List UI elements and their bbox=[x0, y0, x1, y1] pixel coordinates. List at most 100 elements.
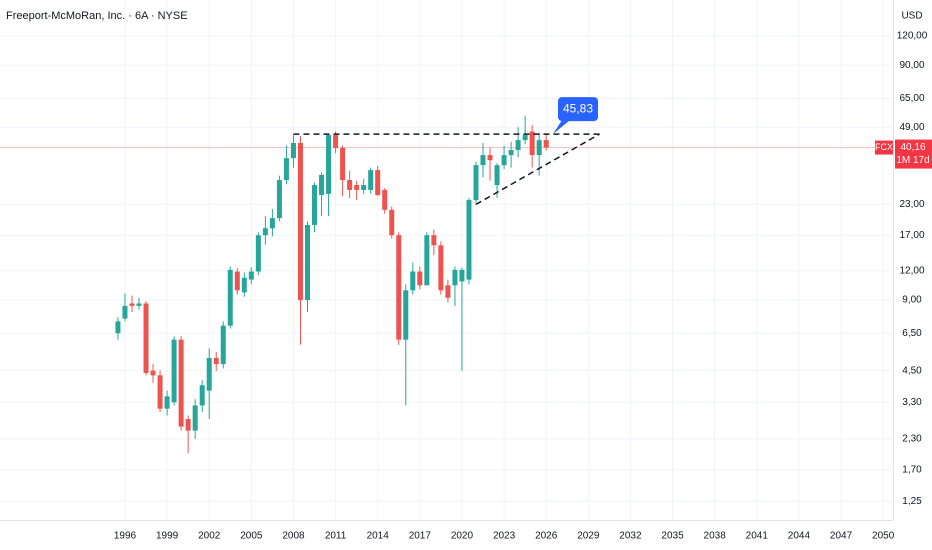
candle-body bbox=[494, 165, 500, 186]
x-tick-label: 2029 bbox=[577, 531, 600, 542]
candle-body bbox=[213, 357, 219, 365]
x-tick-label: 2032 bbox=[619, 531, 642, 542]
x-tick-label: 2041 bbox=[746, 531, 769, 542]
candle-body bbox=[438, 245, 444, 291]
candle-body bbox=[290, 142, 296, 159]
candle-body bbox=[255, 235, 261, 272]
chart-title: Freeport-McMoRan, Inc. · 6A · NYSE bbox=[6, 10, 188, 22]
candle-body bbox=[431, 235, 437, 246]
y-tick-label: 6,50 bbox=[902, 328, 922, 339]
x-tick-label: 2005 bbox=[240, 531, 263, 542]
candle-body bbox=[122, 305, 128, 319]
candle-body bbox=[487, 155, 493, 161]
x-tick-label: 2044 bbox=[788, 531, 811, 542]
candle-body bbox=[136, 303, 142, 306]
x-tick-label: 2008 bbox=[282, 531, 305, 542]
candle-body bbox=[480, 155, 486, 166]
y-tick-label: 17,00 bbox=[899, 230, 924, 241]
candle-body bbox=[347, 180, 353, 190]
x-tick-label: 2026 bbox=[535, 531, 558, 542]
candle-body bbox=[368, 170, 374, 190]
candle-body bbox=[185, 419, 191, 431]
y-tick-label: 1,25 bbox=[902, 496, 922, 507]
last-price-box bbox=[895, 139, 932, 169]
candle-body bbox=[536, 140, 542, 156]
candle-body bbox=[417, 271, 423, 286]
y-tick-label: 1,70 bbox=[902, 465, 922, 476]
candle-body bbox=[115, 321, 121, 334]
x-tick-label: 2035 bbox=[661, 531, 684, 542]
y-tick-label: 90,00 bbox=[899, 60, 924, 71]
y-tick-label: 9,00 bbox=[902, 295, 922, 306]
candle-body bbox=[171, 339, 177, 403]
symbol-tag bbox=[875, 140, 893, 155]
callout-box bbox=[558, 97, 598, 122]
candle-body bbox=[515, 140, 521, 151]
x-tick-label: 2023 bbox=[493, 531, 516, 542]
candle-body bbox=[227, 269, 233, 326]
candle-body bbox=[192, 405, 198, 431]
x-tick-label: 2047 bbox=[830, 531, 853, 542]
y-tick-label: 12,00 bbox=[899, 265, 924, 276]
x-tick-label: 2017 bbox=[409, 531, 432, 542]
candle-body bbox=[283, 158, 289, 181]
candle-body bbox=[248, 271, 254, 280]
candle-body bbox=[466, 200, 472, 280]
candle-body bbox=[150, 370, 156, 376]
candle-body bbox=[333, 135, 339, 148]
candle-body bbox=[164, 396, 170, 409]
countdown-label: 1M 17d bbox=[896, 155, 929, 166]
candle-body bbox=[382, 189, 388, 210]
x-tick-label: 1996 bbox=[114, 531, 137, 542]
candle-body bbox=[375, 170, 381, 196]
candle-body bbox=[220, 325, 226, 365]
candle-body bbox=[312, 185, 318, 225]
candle-body bbox=[522, 135, 528, 141]
candle-body bbox=[319, 174, 325, 196]
y-tick-label: 120,00 bbox=[897, 31, 928, 42]
x-tick-label: 2020 bbox=[451, 531, 474, 542]
y-tick-label: 2,30 bbox=[902, 434, 922, 445]
candle-body bbox=[178, 339, 184, 427]
x-tick-label: 2011 bbox=[325, 531, 347, 542]
candle-body bbox=[396, 235, 402, 340]
symbol-label: FCX bbox=[875, 142, 893, 152]
candle-body bbox=[340, 147, 346, 181]
callout-label: 45,83 bbox=[563, 101, 593, 115]
y-tick-label: 3,30 bbox=[902, 397, 922, 408]
candle-body bbox=[206, 357, 212, 391]
candle-body bbox=[452, 269, 458, 286]
callout-pointer bbox=[553, 120, 570, 135]
x-tick-label: 2050 bbox=[872, 531, 895, 542]
candle-body bbox=[143, 303, 149, 373]
candle-body bbox=[199, 385, 205, 406]
candle-body bbox=[297, 142, 303, 301]
trend-line bbox=[475, 133, 600, 206]
candle-body bbox=[241, 277, 247, 293]
candle-body bbox=[403, 290, 409, 340]
candle-body bbox=[389, 209, 395, 236]
candle-body bbox=[424, 235, 430, 286]
candle-body bbox=[361, 185, 367, 190]
x-tick-label: 1999 bbox=[156, 531, 179, 542]
candle-body bbox=[459, 269, 465, 282]
candle-body bbox=[157, 375, 163, 409]
x-tick-label: 2014 bbox=[367, 531, 390, 542]
candle-body bbox=[276, 180, 282, 219]
candle-body bbox=[304, 224, 310, 301]
candle-body bbox=[234, 271, 240, 291]
y-tick-label: 23,00 bbox=[899, 199, 924, 210]
candle-body bbox=[262, 228, 268, 236]
currency: USD bbox=[901, 11, 922, 22]
candle-body bbox=[129, 303, 135, 306]
y-tick-label: 4,50 bbox=[902, 365, 922, 376]
candle-body bbox=[473, 165, 479, 201]
y-tick-label: 49,00 bbox=[899, 122, 924, 133]
candle-body bbox=[529, 131, 535, 156]
x-tick-label: 2002 bbox=[198, 531, 221, 542]
y-tick-label: 65,00 bbox=[899, 93, 924, 104]
candle-body bbox=[445, 285, 451, 298]
